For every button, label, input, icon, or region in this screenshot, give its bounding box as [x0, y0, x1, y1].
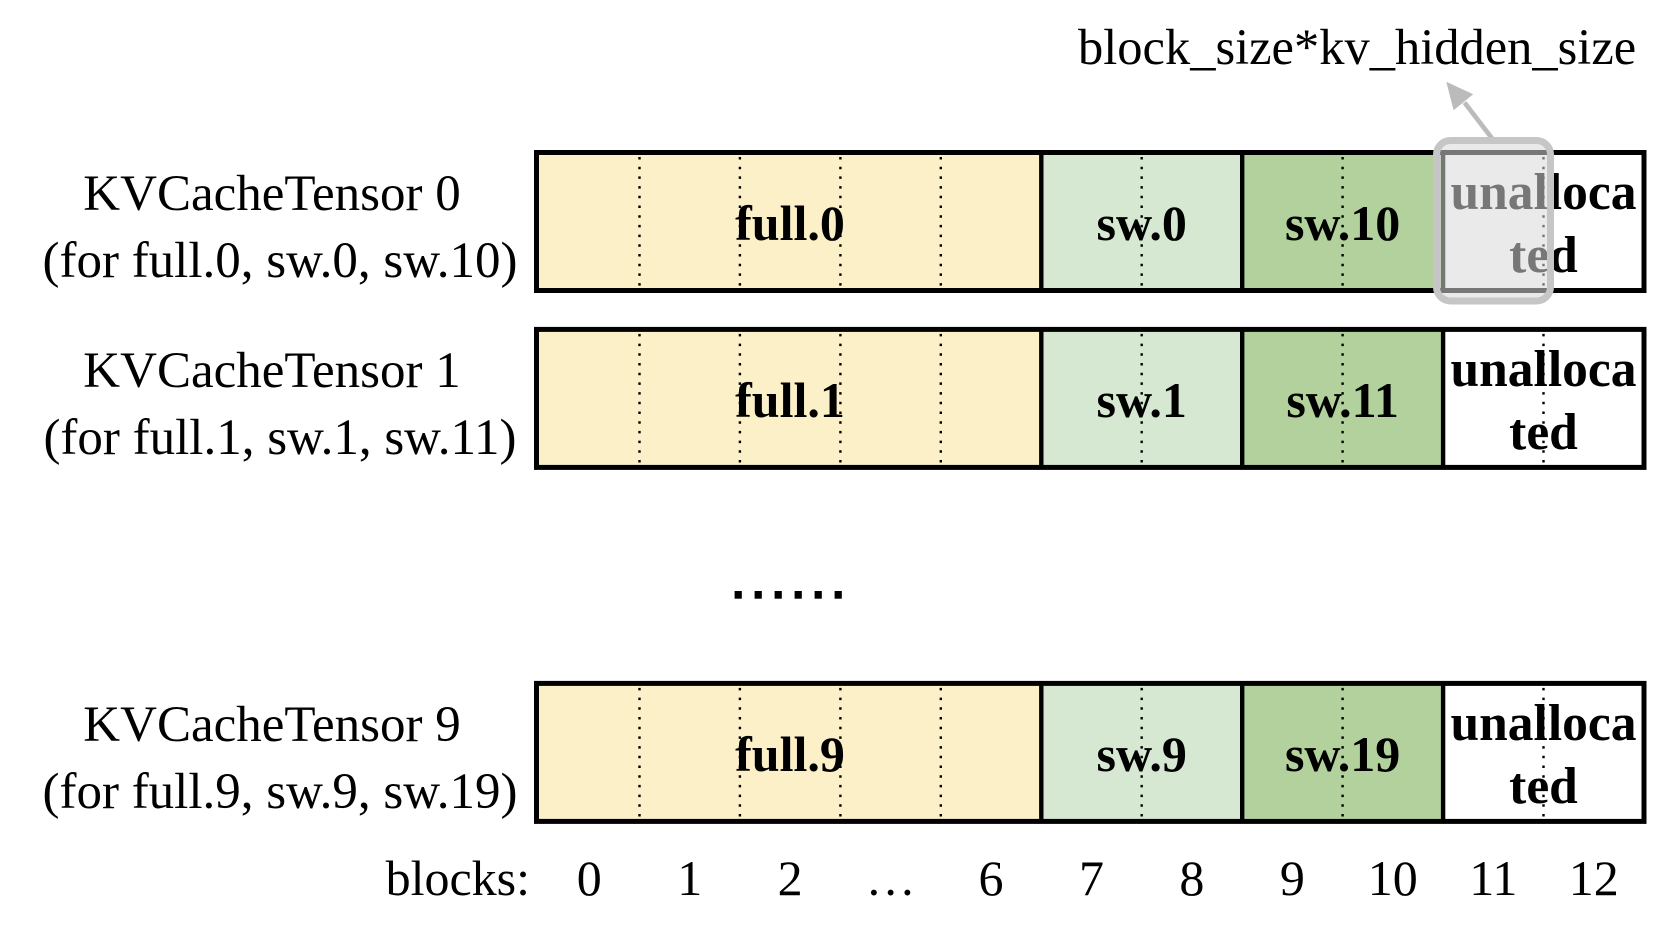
svg-text:ted: ted [1509, 758, 1578, 815]
svg-text:sw.10: sw.10 [1285, 195, 1400, 251]
svg-text:8: 8 [1179, 850, 1204, 906]
svg-text:sw.0: sw.0 [1097, 195, 1187, 251]
svg-text:KVCacheTensor 0: KVCacheTensor 0 [83, 166, 460, 222]
svg-text:…: … [866, 850, 916, 906]
svg-text:unalloca: unalloca [1450, 341, 1636, 398]
svg-text:block_size*kv_hidden_size: block_size*kv_hidden_size [1078, 19, 1636, 75]
svg-text:KVCacheTensor 1: KVCacheTensor 1 [83, 343, 460, 399]
svg-text:12: 12 [1569, 850, 1619, 906]
svg-text:ted: ted [1509, 404, 1578, 461]
svg-text:0: 0 [577, 850, 602, 906]
svg-text:full.0: full.0 [735, 195, 845, 251]
svg-text:2: 2 [778, 850, 803, 906]
svg-text:10: 10 [1368, 850, 1418, 906]
svg-text:sw.1: sw.1 [1097, 372, 1187, 428]
svg-text:sw.19: sw.19 [1285, 726, 1400, 782]
svg-text:full.9: full.9 [735, 726, 845, 782]
svg-text:6: 6 [979, 850, 1004, 906]
svg-text:1: 1 [677, 850, 702, 906]
svg-text:9: 9 [1280, 850, 1305, 906]
svg-text:sw.11: sw.11 [1286, 372, 1399, 428]
svg-text:(for full.1, sw.1, sw.11): (for full.1, sw.1, sw.11) [43, 410, 516, 466]
svg-text:unalloca: unalloca [1450, 695, 1636, 752]
svg-text:(for full.0, sw.0, sw.10): (for full.0, sw.0, sw.10) [43, 233, 518, 289]
svg-text:(for full.9, sw.9, sw.19): (for full.9, sw.9, sw.19) [43, 764, 518, 820]
svg-text:blocks:: blocks: [386, 850, 530, 906]
svg-text:KVCacheTensor 9: KVCacheTensor 9 [83, 697, 460, 753]
svg-text:11: 11 [1469, 850, 1517, 906]
svg-text:7: 7 [1079, 850, 1104, 906]
svg-text:full.1: full.1 [735, 372, 845, 428]
svg-text:sw.9: sw.9 [1097, 726, 1187, 782]
